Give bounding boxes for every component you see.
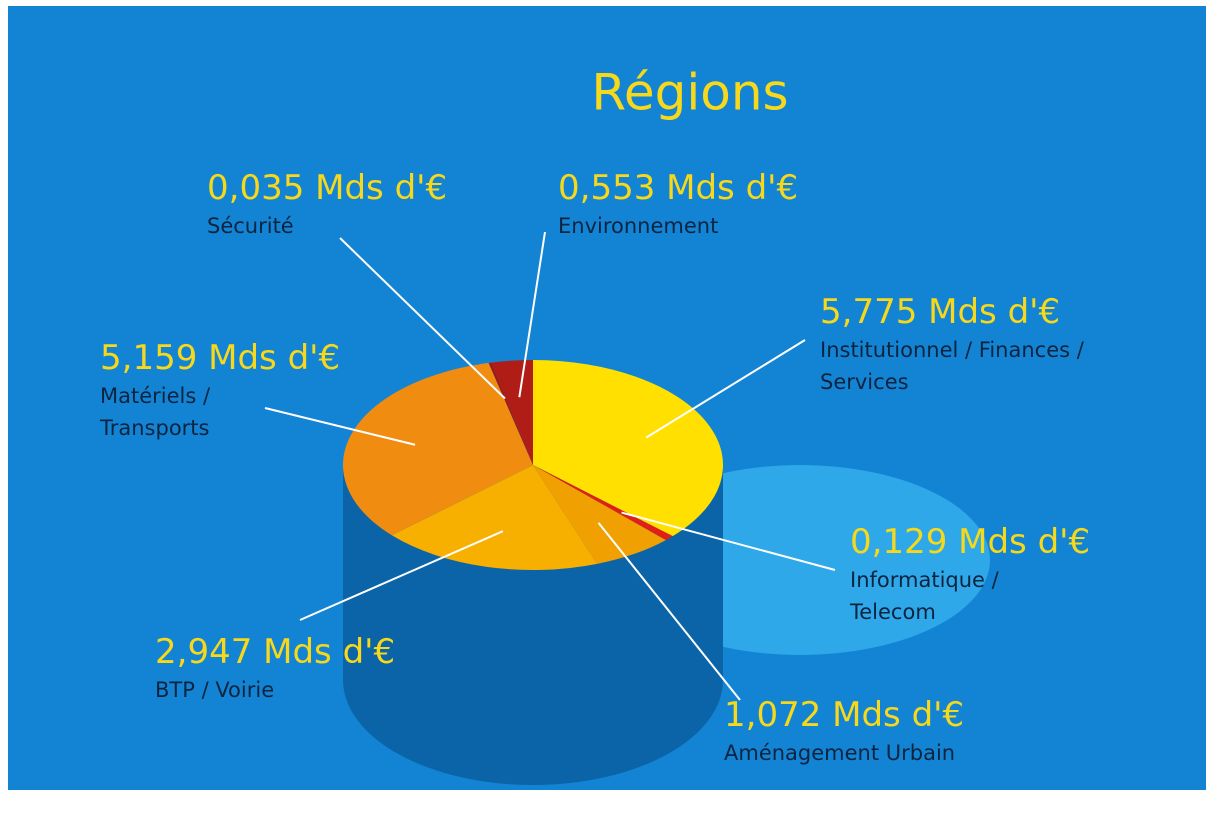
value-label: 2,947 Mds d'€ xyxy=(155,632,396,672)
category-label: BTP / Voirie xyxy=(155,678,275,702)
chart-title: Régions xyxy=(591,64,788,122)
category-label: Informatique / Telecom xyxy=(850,568,999,624)
pie-slice xyxy=(491,360,533,465)
value-label: 1,072 Mds d'€ xyxy=(724,695,965,735)
value-label: 0,035 Mds d'€ xyxy=(207,168,448,208)
category-label: Aménagement Urbain xyxy=(724,741,956,765)
value-label: 0,129 Mds d'€ xyxy=(850,522,1091,562)
category-label: Institutionnel / Finances / Services xyxy=(820,338,1084,394)
category-label: Environnement xyxy=(558,214,719,238)
category-label: Matériels / Transports xyxy=(100,384,211,440)
leader-line xyxy=(339,237,506,400)
pie-slice xyxy=(533,465,666,564)
leader-line xyxy=(299,530,504,621)
leader-line xyxy=(645,339,806,439)
pie-slice xyxy=(391,465,598,570)
category-label: Sécurité xyxy=(207,214,294,238)
pie-slice xyxy=(533,360,724,537)
leader-line xyxy=(518,231,546,398)
value-label: 5,775 Mds d'€ xyxy=(820,292,1061,332)
pie-slice xyxy=(488,362,533,465)
value-label: 0,553 Mds d'€ xyxy=(558,168,799,208)
pie-slice xyxy=(533,465,673,541)
pie-slice xyxy=(343,362,533,536)
leader-line xyxy=(597,522,741,701)
leader-line xyxy=(621,511,836,571)
value-label: 5,159 Mds d'€ xyxy=(100,338,341,378)
leader-line xyxy=(264,407,416,446)
